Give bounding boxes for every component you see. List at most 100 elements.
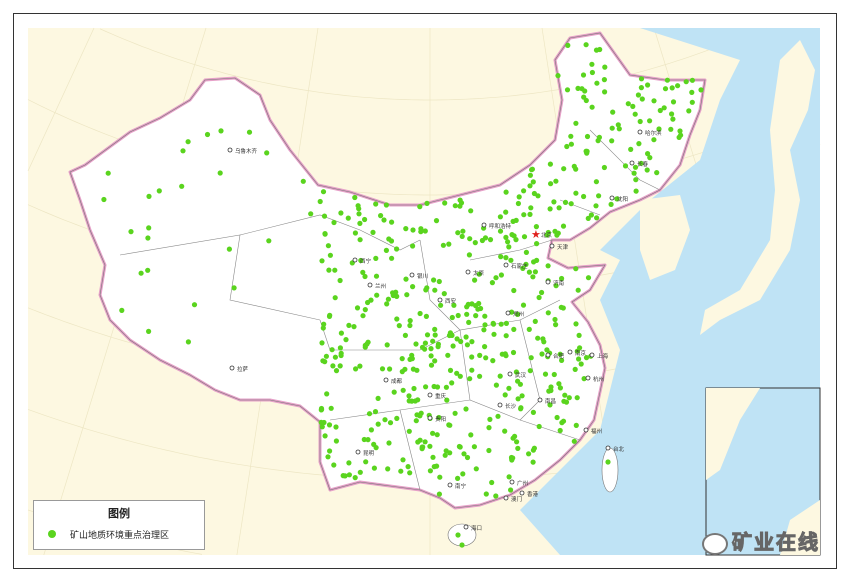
remediation-area-point — [413, 418, 419, 424]
remediation-area-point — [678, 132, 684, 138]
remediation-area-point — [476, 300, 482, 307]
remediation-area-point — [520, 265, 526, 271]
remediation-area-point — [556, 205, 562, 211]
city-label: 西安 — [445, 297, 457, 305]
remediation-area-point — [352, 194, 358, 201]
remediation-area-point — [391, 389, 397, 395]
remediation-area-point — [557, 351, 563, 357]
remediation-area-point — [105, 170, 111, 176]
remediation-area-point — [602, 64, 608, 70]
remediation-area-point — [338, 330, 344, 336]
remediation-area-point — [400, 457, 406, 463]
wechat-icon — [702, 532, 728, 555]
remediation-area-point — [156, 188, 162, 194]
remediation-area-point — [557, 385, 564, 391]
remediation-area-point — [436, 278, 442, 285]
remediation-area-point — [581, 193, 587, 200]
remediation-area-point — [584, 150, 590, 156]
remediation-area-point — [532, 318, 538, 324]
remediation-area-point — [179, 183, 185, 189]
remediation-area-point — [403, 276, 409, 282]
city-label: 银川 — [417, 272, 428, 280]
remediation-area-point — [515, 445, 521, 451]
city-marker — [503, 262, 509, 268]
remediation-area-point — [560, 305, 566, 311]
remediation-area-point — [375, 421, 381, 427]
remediation-area-point — [375, 395, 381, 401]
remediation-area-point — [464, 342, 470, 348]
remediation-area-point — [146, 225, 152, 231]
remediation-area-point — [337, 363, 343, 369]
remediation-area-point — [589, 104, 595, 110]
remediation-area-point — [526, 451, 532, 457]
remediation-area-point — [609, 138, 615, 144]
remediation-area-point — [467, 376, 473, 382]
remediation-area-point — [539, 289, 545, 296]
remediation-area-point — [355, 203, 361, 209]
remediation-area-point — [486, 447, 492, 454]
remediation-area-point — [511, 433, 518, 439]
remediation-area-point — [585, 215, 591, 221]
remediation-area-point — [482, 344, 488, 350]
remediation-area-point — [486, 425, 492, 431]
remediation-area-point — [483, 491, 489, 497]
remediation-area-point — [482, 322, 488, 328]
remediation-area-point — [559, 275, 565, 282]
remediation-area-point — [528, 205, 534, 211]
remediation-area-point — [482, 235, 489, 241]
remediation-area-point — [698, 87, 704, 93]
remediation-area-point — [475, 306, 481, 312]
remediation-area-point — [497, 214, 503, 220]
remediation-area-point — [356, 211, 362, 217]
remediation-area-point — [433, 218, 440, 224]
remediation-area-point — [447, 422, 453, 428]
remediation-area-point — [407, 318, 413, 324]
remediation-area-point — [410, 284, 416, 290]
remediation-area-point — [605, 459, 611, 465]
remediation-area-point — [318, 405, 325, 412]
remediation-area-point — [632, 111, 638, 117]
remediation-area-point — [515, 396, 521, 402]
remediation-area-point — [521, 212, 527, 218]
remediation-area-point — [319, 424, 325, 430]
remediation-area-point — [510, 349, 517, 356]
city-label: 成都 — [391, 377, 403, 385]
city-label: 香港 — [527, 490, 539, 498]
remediation-area-point — [365, 299, 371, 306]
remediation-area-point — [308, 211, 314, 217]
remediation-area-point — [601, 77, 608, 83]
remediation-area-point — [562, 199, 569, 205]
remediation-area-point — [379, 366, 386, 372]
remediation-area-point — [469, 354, 475, 360]
remediation-area-point — [521, 188, 527, 194]
remediation-area-point — [432, 287, 438, 293]
city-marker — [589, 352, 595, 358]
city-marker — [447, 482, 453, 488]
remediation-area-point — [449, 314, 455, 321]
city-marker — [465, 269, 471, 275]
remediation-area-point — [389, 219, 395, 225]
city-label: 天津 — [557, 244, 569, 251]
remediation-area-point — [442, 452, 448, 458]
remediation-area-point — [185, 139, 191, 145]
remediation-area-point — [373, 255, 379, 261]
remediation-area-point — [477, 352, 483, 358]
remediation-area-point — [515, 311, 521, 317]
remediation-area-point — [422, 346, 428, 352]
remediation-area-point — [457, 197, 463, 203]
remediation-area-point — [545, 263, 551, 269]
remediation-area-point — [575, 287, 581, 293]
remediation-area-point — [386, 440, 392, 446]
remediation-area-point — [661, 105, 667, 111]
remediation-area-point — [145, 235, 151, 241]
remediation-area-point — [384, 301, 390, 307]
graticule-line — [27, 27, 95, 172]
remediation-area-point — [669, 111, 675, 117]
remediation-area-point — [394, 246, 400, 252]
taiwan-island — [601, 447, 619, 493]
remediation-area-point — [589, 69, 596, 76]
city-label: 重庆 — [435, 392, 447, 400]
remediation-area-point — [601, 164, 608, 171]
city-marker — [545, 279, 551, 285]
remediation-area-point — [530, 409, 537, 415]
